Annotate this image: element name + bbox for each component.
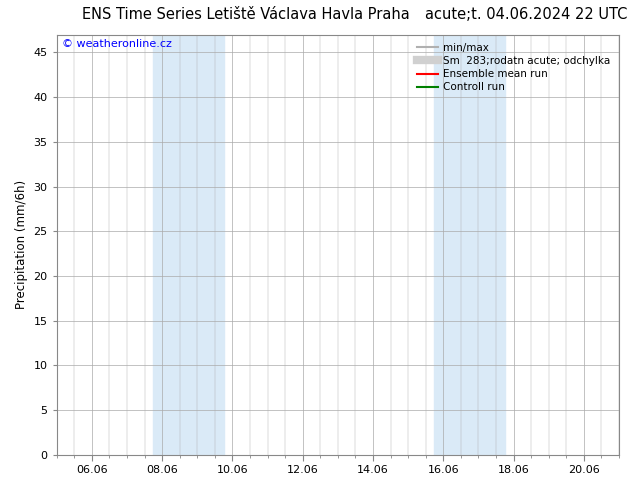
Text: © weatheronline.cz: © weatheronline.cz [62, 39, 172, 49]
Text: acute;t. 04.06.2024 22 UTC: acute;t. 04.06.2024 22 UTC [425, 7, 628, 23]
Bar [434, 35, 505, 455]
Y-axis label: Precipitation (mm/6h): Precipitation (mm/6h) [15, 180, 28, 309]
Bar [153, 35, 224, 455]
Legend: min/max, Sm  283;rodatn acute; odchylka, Ensemble mean run, Controll run: min/max, Sm 283;rodatn acute; odchylka, … [414, 40, 614, 96]
Text: ENS Time Series Letiště Václava Havla Praha: ENS Time Series Letiště Václava Havla Pr… [82, 7, 410, 23]
